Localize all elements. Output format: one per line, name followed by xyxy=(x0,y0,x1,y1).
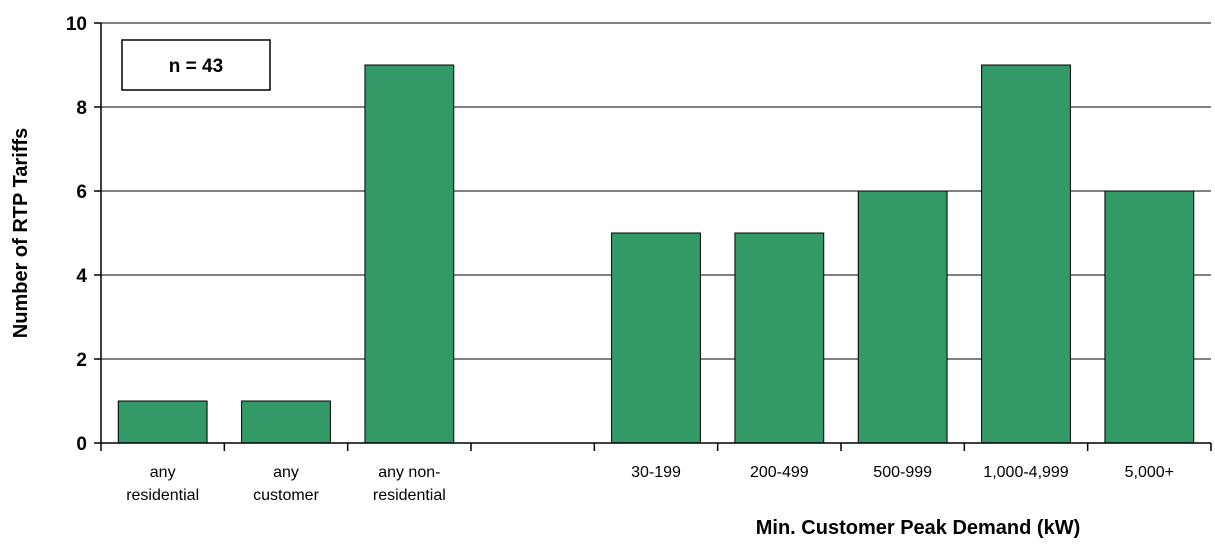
x-tick-label: 5,000+ xyxy=(1125,464,1174,481)
x-tick-label: customer xyxy=(253,487,319,504)
y-axis-title: Number of RTP Tariffs xyxy=(10,128,32,338)
annotation-frame xyxy=(121,39,271,91)
y-tick-label: 8 xyxy=(76,98,87,119)
y-tick-label: 0 xyxy=(76,434,87,455)
bar xyxy=(117,400,208,444)
bar xyxy=(857,190,948,444)
x-ticks: any residential any customer any non-residen… xyxy=(100,443,1212,504)
bar xyxy=(1104,190,1195,444)
annotation-box: n = 43 xyxy=(121,39,271,91)
bars xyxy=(117,64,1195,444)
x-tick-label: 30-199 xyxy=(631,464,681,481)
x-tick-label: 1,000-4,999 xyxy=(983,464,1069,481)
y-tick-label: 10 xyxy=(66,14,87,35)
bar xyxy=(241,400,331,444)
y-tick-label: 4 xyxy=(76,266,87,287)
x-tick-label: any xyxy=(273,464,299,481)
y-ticks: 0 2 4 6 8 10 xyxy=(66,14,101,455)
x-tick-label: any non- xyxy=(378,464,440,481)
x-tick-label: any xyxy=(150,464,176,481)
x-tick-label: residential xyxy=(126,487,199,504)
annotation-text: n = 43 xyxy=(169,56,223,77)
x-tick-label: 200-499 xyxy=(750,464,809,481)
x-tick-label: 500-999 xyxy=(873,464,932,481)
y-tick-label: 6 xyxy=(76,182,87,203)
bar xyxy=(611,232,701,444)
bar xyxy=(734,232,825,444)
bar xyxy=(364,64,455,444)
x-axis-title: Min. Customer Peak Demand (kW) xyxy=(756,517,1081,539)
x-tick-label: residential xyxy=(373,487,446,504)
y-tick-label: 2 xyxy=(76,350,87,371)
bar xyxy=(981,64,1071,444)
